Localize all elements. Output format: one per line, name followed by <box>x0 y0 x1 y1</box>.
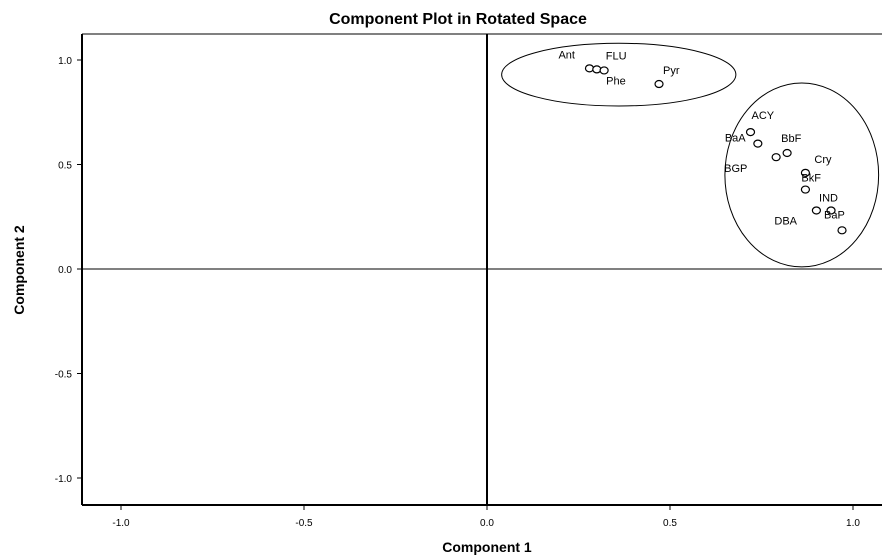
x-tick-label: 0.0 <box>480 518 494 529</box>
scatter-point <box>745 128 756 137</box>
scatter-point <box>584 64 595 73</box>
x-axis-title: Component 1 <box>442 539 532 555</box>
scatter-point <box>811 206 822 215</box>
y-tick-label: 0.5 <box>58 161 72 172</box>
scatter-point <box>599 66 609 75</box>
scatter-point <box>800 168 811 177</box>
scatter-point <box>837 226 847 235</box>
x-tick-label: 1.0 <box>846 518 860 529</box>
scatter-point <box>771 153 781 162</box>
cluster-ellipse <box>724 82 880 268</box>
scatter-point <box>753 139 763 148</box>
point-label: ACY <box>752 110 775 122</box>
scatter-point <box>782 148 792 158</box>
point-label: Phe <box>606 75 626 87</box>
y-tick-label: 0.0 <box>58 265 72 276</box>
y-axis-title: Component 2 <box>11 225 27 315</box>
y-tick-label: 1.0 <box>58 56 72 67</box>
point-label: DBA <box>774 215 797 227</box>
scatter-point <box>592 65 602 74</box>
point-label: Cry <box>814 154 832 166</box>
point-label: FLU <box>606 50 627 62</box>
cluster-ellipse <box>501 42 737 107</box>
point-label: BaP <box>824 209 845 221</box>
scatter-point <box>654 79 664 89</box>
point-label: BGP <box>724 163 747 175</box>
point-label: BbF <box>781 133 801 145</box>
y-tick-label: -0.5 <box>55 370 73 381</box>
point-label: BaA <box>725 133 746 145</box>
x-tick-label: -0.5 <box>295 518 313 529</box>
point-label: IND <box>819 192 838 204</box>
x-tick-label: 0.5 <box>663 518 677 529</box>
chart-title: Component Plot in Rotated Space <box>329 11 587 28</box>
point-label: Ant <box>558 49 575 61</box>
scatter-point <box>826 206 836 215</box>
point-label: Pyr <box>663 65 680 77</box>
point-label: BkF <box>801 173 821 185</box>
scatter-point <box>800 185 811 194</box>
y-tick-label: -1.0 <box>55 474 73 485</box>
x-tick-label: -1.0 <box>112 518 130 529</box>
